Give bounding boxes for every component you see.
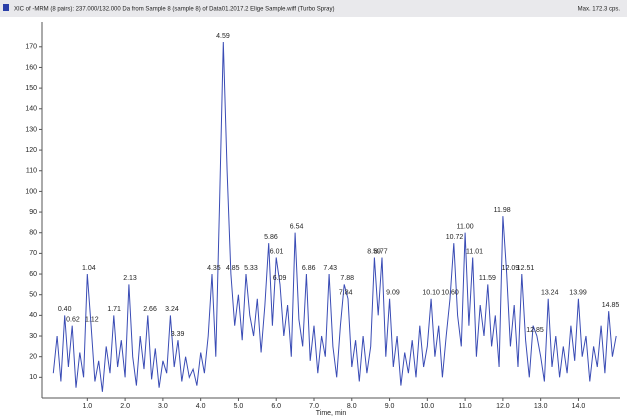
y-tick-label: 70 — [29, 250, 37, 257]
x-tick-label: 13.0 — [534, 403, 548, 410]
y-tick-label: 40 — [29, 312, 37, 319]
y-tick-label: 170 — [25, 44, 37, 51]
x-tick-label: 1.0 — [82, 403, 92, 410]
icon — [3, 4, 9, 11]
x-tick-label: 7.0 — [309, 403, 319, 410]
title-bar — [0, 0, 627, 17]
peak-label: 13.24 — [541, 290, 559, 297]
y-tick-label: 60 — [29, 271, 37, 278]
peak-label: 1.04 — [82, 265, 96, 272]
peak-label: 6.09 — [273, 275, 287, 282]
x-tick-label: 8.0 — [347, 403, 357, 410]
peak-label: 2.13 — [123, 275, 137, 282]
x-tick-label: 10.0 — [421, 403, 435, 410]
peak-label: 8.59 — [367, 248, 381, 255]
x-tick-label: 6.0 — [271, 403, 281, 410]
x-tick-label: 9.0 — [385, 403, 395, 410]
peak-label: 5.33 — [244, 265, 258, 272]
peak-label: 11.59 — [479, 275, 496, 282]
peak-label: 12.09 — [502, 265, 520, 272]
peak-label: 7.43 — [323, 265, 337, 272]
peak-label: 4.85 — [226, 265, 240, 272]
max-label: Max. 172.3 cps. — [578, 7, 621, 13]
peak-label: 0.62 — [66, 317, 80, 324]
x-axis-label: Time, min — [316, 410, 347, 417]
peak-label: 10.60 — [441, 290, 459, 297]
peak-label: 6.54 — [290, 224, 304, 231]
peak-label: 11.98 — [494, 207, 511, 214]
peak-label: 14.85 — [602, 302, 620, 309]
peak-label: 7.88 — [340, 275, 354, 282]
peak-label: 5.86 — [264, 234, 278, 241]
peak-label: 6.01 — [270, 248, 284, 255]
y-tick-label: 100 — [25, 188, 37, 195]
x-tick-label: 14.0 — [572, 403, 586, 410]
peak-label: 1.71 — [107, 306, 121, 313]
x-tick-label: 4.0 — [196, 403, 206, 410]
y-tick-label: 30 — [29, 333, 37, 340]
peak-label: 2.66 — [143, 306, 157, 313]
y-tick-label: 50 — [29, 292, 37, 299]
peak-label: 13.99 — [569, 290, 587, 297]
x-tick-label: 5.0 — [234, 403, 244, 410]
x-tick-label: 11.0 — [459, 403, 472, 410]
peak-label: 11.00 — [457, 224, 474, 231]
peak-label: 8.77 — [374, 248, 388, 255]
y-tick-label: 120 — [25, 147, 37, 154]
chromatogram-line — [52, 41, 617, 392]
peak-label: 12.51 — [517, 265, 535, 272]
x-tick-label: 2.0 — [120, 403, 130, 410]
peak-label: 10.10 — [422, 290, 440, 297]
peak-label: 3.24 — [165, 306, 179, 313]
y-tick-label: 20 — [29, 354, 37, 361]
peak-label: 0.40 — [58, 306, 72, 313]
y-tick-label: 90 — [29, 209, 37, 216]
y-tick-label: 110 — [26, 168, 37, 175]
peak-label: 4.35 — [207, 265, 221, 272]
chart-title: XIC of -MRM (8 pairs): 237.000/132.000 D… — [14, 7, 334, 13]
peak-label: 11.01 — [466, 248, 483, 255]
y-tick-label: 160 — [25, 64, 37, 71]
y-tick-label: 10 — [29, 374, 37, 381]
y-tick-label: 150 — [25, 85, 37, 92]
x-tick-label: 3.0 — [158, 403, 168, 410]
peak-label: 12.85 — [526, 327, 544, 334]
peak-label: 1.12 — [85, 317, 99, 324]
peak-label: 3.39 — [171, 331, 185, 338]
y-tick-label: 130 — [25, 126, 37, 133]
peak-label: 6.86 — [302, 265, 316, 272]
peak-label: 9.09 — [386, 290, 400, 297]
y-tick-label: 140 — [25, 106, 37, 113]
peak-label: 4.59 — [216, 33, 230, 40]
peak-label: 10.72 — [446, 234, 464, 241]
y-tick-label: 80 — [29, 230, 37, 237]
x-tick-label: 12.0 — [496, 403, 510, 410]
peak-label: 7.84 — [339, 290, 353, 297]
